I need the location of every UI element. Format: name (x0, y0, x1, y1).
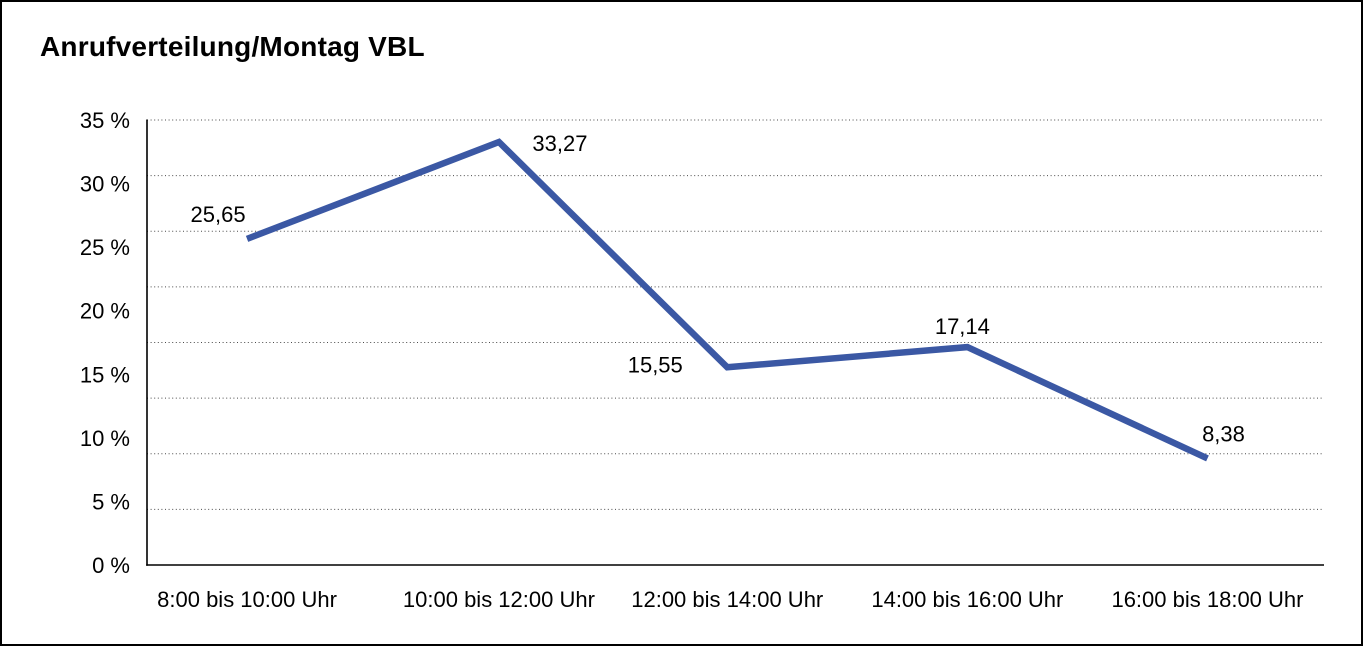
y-tick-label: 20 % (80, 299, 130, 324)
x-tick-label: 16:00 bis 18:00 Uhr (1111, 587, 1303, 612)
data-point-label: 25,65 (191, 202, 246, 227)
x-tick-label: 14:00 bis 16:00 Uhr (871, 587, 1063, 612)
x-tick-label: 8:00 bis 10:00 Uhr (157, 587, 337, 612)
y-tick-label: 5 % (92, 489, 130, 514)
data-point-label: 17,14 (935, 314, 990, 339)
data-point-label: 15,55 (628, 352, 683, 377)
y-tick-label: 25 % (80, 235, 130, 260)
y-tick-label: 0 % (92, 553, 130, 578)
y-tick-label: 30 % (80, 172, 130, 197)
y-tick-label: 10 % (80, 426, 130, 451)
y-tick-label: 15 % (80, 362, 130, 387)
data-series-line (245, 138, 1209, 462)
data-point-label: 33,27 (532, 131, 587, 156)
chart-title: Anrufverteilung/Montag VBL (40, 31, 425, 62)
y-tick-label: 35 % (80, 108, 130, 133)
x-tick-label: 12:00 bis 14:00 Uhr (631, 587, 823, 612)
x-tick-label: 10:00 bis 12:00 Uhr (403, 587, 595, 612)
data-point-label: 8,38 (1202, 421, 1245, 446)
